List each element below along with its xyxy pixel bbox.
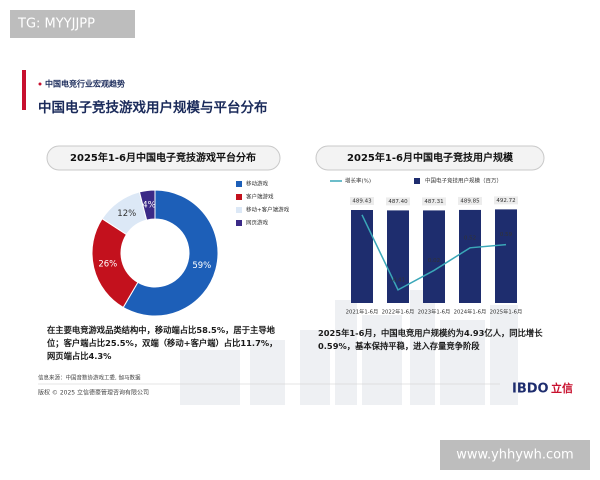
bar	[495, 209, 517, 303]
chart-title: 2025年1-6月中国电子竞技用户规模	[347, 151, 514, 164]
legend-label: 移动+客户端游戏	[246, 206, 290, 214]
label-box	[350, 197, 374, 206]
bullet	[38, 82, 42, 86]
skyline	[180, 290, 518, 405]
bar	[459, 209, 481, 303]
legend-label: 移动游戏	[246, 180, 269, 188]
source: 信息来源：中国音数协游戏工委, 伽马数据	[38, 374, 141, 382]
value-label: 0.59	[500, 232, 513, 238]
value-label: 489.85	[460, 198, 480, 204]
slice-label: 26%	[98, 260, 117, 270]
chart-title: 2025年1-6月中国电子竞技游戏平台分布	[70, 151, 256, 164]
line	[361, 214, 507, 291]
label-box	[458, 196, 482, 205]
value-label: 489.43	[352, 199, 372, 205]
caption: 在主要电竞游戏品类结构中，移动端占比58.5%，居于主导地位；客户端占比25.5…	[47, 325, 278, 361]
value-label: 487.31	[424, 199, 443, 205]
legend-label: 网页游戏	[246, 219, 269, 227]
legend-swatch	[236, 207, 242, 213]
label-box	[494, 196, 518, 205]
accent-bar	[22, 70, 26, 110]
legend-swatch	[414, 178, 420, 184]
legend-swatch	[236, 194, 242, 200]
x-tick-label: 2021年1-6月	[346, 308, 379, 316]
legend-swatch	[236, 181, 242, 187]
pie-slice	[122, 189, 219, 317]
legend-swatch	[236, 220, 242, 226]
legend-label: 中国电子竞技用户规模（百万）	[425, 177, 502, 185]
label-box	[422, 197, 446, 206]
pie-slice	[138, 189, 156, 221]
bar	[351, 210, 373, 303]
logo-cn: 立信	[551, 381, 573, 395]
legend-label: 增长率(%)	[345, 177, 371, 185]
title: 中国电子竞技游戏用户规模与平台分布	[38, 99, 268, 116]
logo: IBDO	[512, 382, 549, 397]
value-label: 492.72	[496, 198, 515, 204]
site-box	[440, 440, 590, 470]
site: www.yhhywh.com	[456, 448, 573, 463]
slice-label: 4%	[142, 200, 156, 210]
label-box	[386, 197, 410, 206]
x-tick-label: 2022年1-6月	[382, 308, 415, 316]
x-tick-label: 2024年1-6月	[454, 308, 487, 316]
x-tick-label: 2023年1-6月	[418, 308, 451, 316]
value-label: 0.02	[428, 258, 440, 264]
watermark-box	[10, 10, 135, 38]
value-label: 0.52	[464, 235, 476, 241]
pill	[315, 145, 545, 171]
legend-label: 客户端游戏	[246, 193, 274, 201]
x-tick-label: 2025年1-6月	[490, 308, 523, 316]
slice-label: 59%	[192, 261, 211, 271]
section: 中国电竞行业宏观趋势	[45, 79, 125, 89]
bar	[423, 210, 445, 303]
value-label: -0.41	[391, 277, 405, 283]
watermark: TG: MYYJJPP	[17, 17, 95, 32]
value-label: 487.40	[388, 199, 408, 205]
slice-label: 12%	[117, 209, 136, 219]
caption: 2025年1-6月，中国电竞用户规模约为4.93亿人，同比增长0.59%，基本保…	[318, 328, 543, 351]
pill	[46, 145, 281, 171]
copyright: 版权 © 2025 立信德豪管理咨询有限公司	[38, 389, 149, 397]
